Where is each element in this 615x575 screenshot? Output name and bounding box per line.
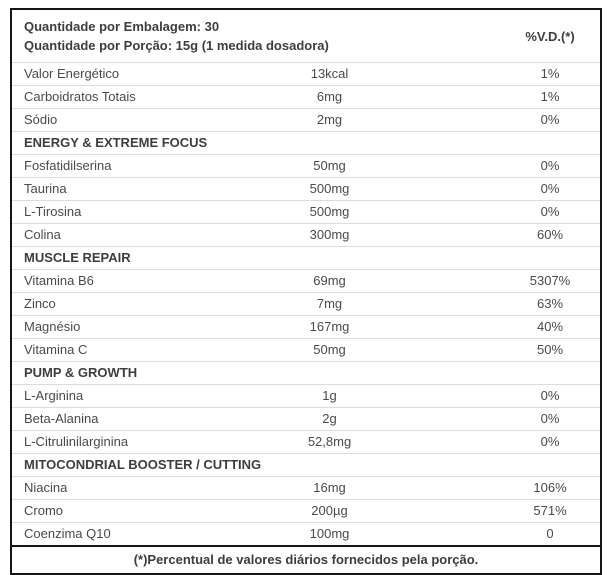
nutrient-row: L-Tirosina 500mg 0% xyxy=(12,200,600,224)
nutrient-daily-value: 60% xyxy=(500,223,600,247)
nutrient-daily-value: 1% xyxy=(500,85,600,109)
section-title: PUMP & GROWTH xyxy=(12,361,600,385)
nutrition-table: Quantidade por Embalagem: 30 Quantidade … xyxy=(12,10,600,573)
nutrient-row: Vitamina C 50mg 50% xyxy=(12,338,600,362)
nutrient-label: Vitamina C xyxy=(12,338,159,362)
table-header: Quantidade por Embalagem: 30 Quantidade … xyxy=(12,10,600,63)
nutrient-daily-value: 1% xyxy=(500,62,600,86)
nutrient-row: Zinco 7mg 63% xyxy=(12,292,600,316)
nutrient-row: Fosfatidilserina 50mg 0% xyxy=(12,154,600,178)
nutrient-amount: 69mg xyxy=(159,269,501,293)
nutrient-amount: 100mg xyxy=(159,522,501,546)
section-header-row: MUSCLE REPAIR xyxy=(12,246,600,270)
nutrient-daily-value: 0% xyxy=(500,108,600,132)
nutrient-daily-value: 0% xyxy=(500,200,600,224)
nutrient-label: Cromo xyxy=(12,499,159,523)
nutrient-daily-value: 106% xyxy=(500,476,600,500)
nutrient-label: Taurina xyxy=(12,177,159,201)
nutrient-label: Vitamina B6 xyxy=(12,269,159,293)
nutrient-amount: 52,8mg xyxy=(159,430,501,454)
section-title: MUSCLE REPAIR xyxy=(12,246,600,270)
nutrient-row: Colina 300mg 60% xyxy=(12,223,600,247)
nutrient-amount: 300mg xyxy=(159,223,501,247)
nutrient-row: L-Arginina 1g 0% xyxy=(12,384,600,408)
nutrient-label: Valor Energético xyxy=(12,62,159,86)
nutrient-row: Taurina 500mg 0% xyxy=(12,177,600,201)
nutrient-label: Coenzima Q10 xyxy=(12,522,159,546)
nutrient-daily-value: 0% xyxy=(500,154,600,178)
nutrient-label: Fosfatidilserina xyxy=(12,154,159,178)
daily-value-footnote: (*)Percentual de valores diários forneci… xyxy=(12,545,600,573)
nutrient-amount: 1g xyxy=(159,384,501,408)
nutrient-amount: 2mg xyxy=(159,108,501,132)
nutrient-row: Valor Energético 13kcal 1% xyxy=(12,62,600,86)
nutrient-label: L-Arginina xyxy=(12,384,159,408)
section-header-row: MITOCONDRIAL BOOSTER / CUTTING xyxy=(12,453,600,477)
nutrient-label: Magnésio xyxy=(12,315,159,339)
nutrient-row: Vitamina B6 69mg 5307% xyxy=(12,269,600,293)
nutrient-daily-value: 0% xyxy=(500,430,600,454)
nutrient-amount: 50mg xyxy=(159,154,501,178)
nutrient-daily-value: 0 xyxy=(500,522,600,546)
nutrient-daily-value: 50% xyxy=(500,338,600,362)
nutrient-row: Coenzima Q10 100mg 0 xyxy=(12,522,600,546)
nutrient-daily-value: 571% xyxy=(500,499,600,523)
nutrient-amount: 13kcal xyxy=(159,62,501,86)
footnote-row: (*)Percentual de valores diários forneci… xyxy=(12,545,600,573)
nutrient-label: L-Tirosina xyxy=(12,200,159,224)
header-row: Quantidade por Embalagem: 30 Quantidade … xyxy=(12,10,600,63)
section-header-row: PUMP & GROWTH xyxy=(12,361,600,385)
nutrient-daily-value: 0% xyxy=(500,407,600,431)
nutrient-amount: 167mg xyxy=(159,315,501,339)
nutrient-label: Niacina xyxy=(12,476,159,500)
nutrient-daily-value: 40% xyxy=(500,315,600,339)
nutrient-row: Sódio 2mg 0% xyxy=(12,108,600,132)
nutrient-label: Carboidratos Totais xyxy=(12,85,159,109)
nutrient-amount: 50mg xyxy=(159,338,501,362)
quantity-per-serving-label: Quantidade por Porção: 15g (1 medida dos… xyxy=(24,38,329,53)
quantity-per-package-label: Quantidade por Embalagem: 30 xyxy=(24,19,220,34)
nutrient-row: Beta-Alanina 2g 0% xyxy=(12,407,600,431)
section-title: ENERGY & EXTREME FOCUS xyxy=(12,131,600,155)
daily-value-column-header: %V.D.(*) xyxy=(525,28,575,44)
nutrient-row: Magnésio 167mg 40% xyxy=(12,315,600,339)
serving-info: Quantidade por Embalagem: 30 Quantidade … xyxy=(12,10,500,63)
section-title: MITOCONDRIAL BOOSTER / CUTTING xyxy=(12,453,600,477)
nutrient-label: Colina xyxy=(12,223,159,247)
nutrient-row: Niacina 16mg 106% xyxy=(12,476,600,500)
table-body: Valor Energético 13kcal 1% Carboidratos Tot… xyxy=(12,62,600,546)
nutrient-row: Carboidratos Totais 6mg 1% xyxy=(12,85,600,109)
nutrient-row: Cromo 200µg 571% xyxy=(12,499,600,523)
nutrient-amount: 6mg xyxy=(159,85,501,109)
section-header-row: ENERGY & EXTREME FOCUS xyxy=(12,131,600,155)
nutrient-row: L-Citrulinilarginina 52,8mg 0% xyxy=(12,430,600,454)
nutrient-label: L-Citrulinilarginina xyxy=(12,430,159,454)
nutrient-amount: 16mg xyxy=(159,476,501,500)
nutrient-amount: 500mg xyxy=(159,177,501,201)
nutrient-label: Zinco xyxy=(12,292,159,316)
table-footer: (*)Percentual de valores diários forneci… xyxy=(12,545,600,573)
nutrient-daily-value: 63% xyxy=(500,292,600,316)
nutrient-amount: 2g xyxy=(159,407,501,431)
nutrient-amount: 500mg xyxy=(159,200,501,224)
nutrient-daily-value: 5307% xyxy=(500,269,600,293)
nutrient-label: Sódio xyxy=(12,108,159,132)
nutrient-daily-value: 0% xyxy=(500,177,600,201)
nutrient-daily-value: 0% xyxy=(500,384,600,408)
nutrient-amount: 200µg xyxy=(159,499,501,523)
nutrition-facts-panel: Quantidade por Embalagem: 30 Quantidade … xyxy=(10,8,602,575)
nutrient-amount: 7mg xyxy=(159,292,501,316)
nutrient-label: Beta-Alanina xyxy=(12,407,159,431)
